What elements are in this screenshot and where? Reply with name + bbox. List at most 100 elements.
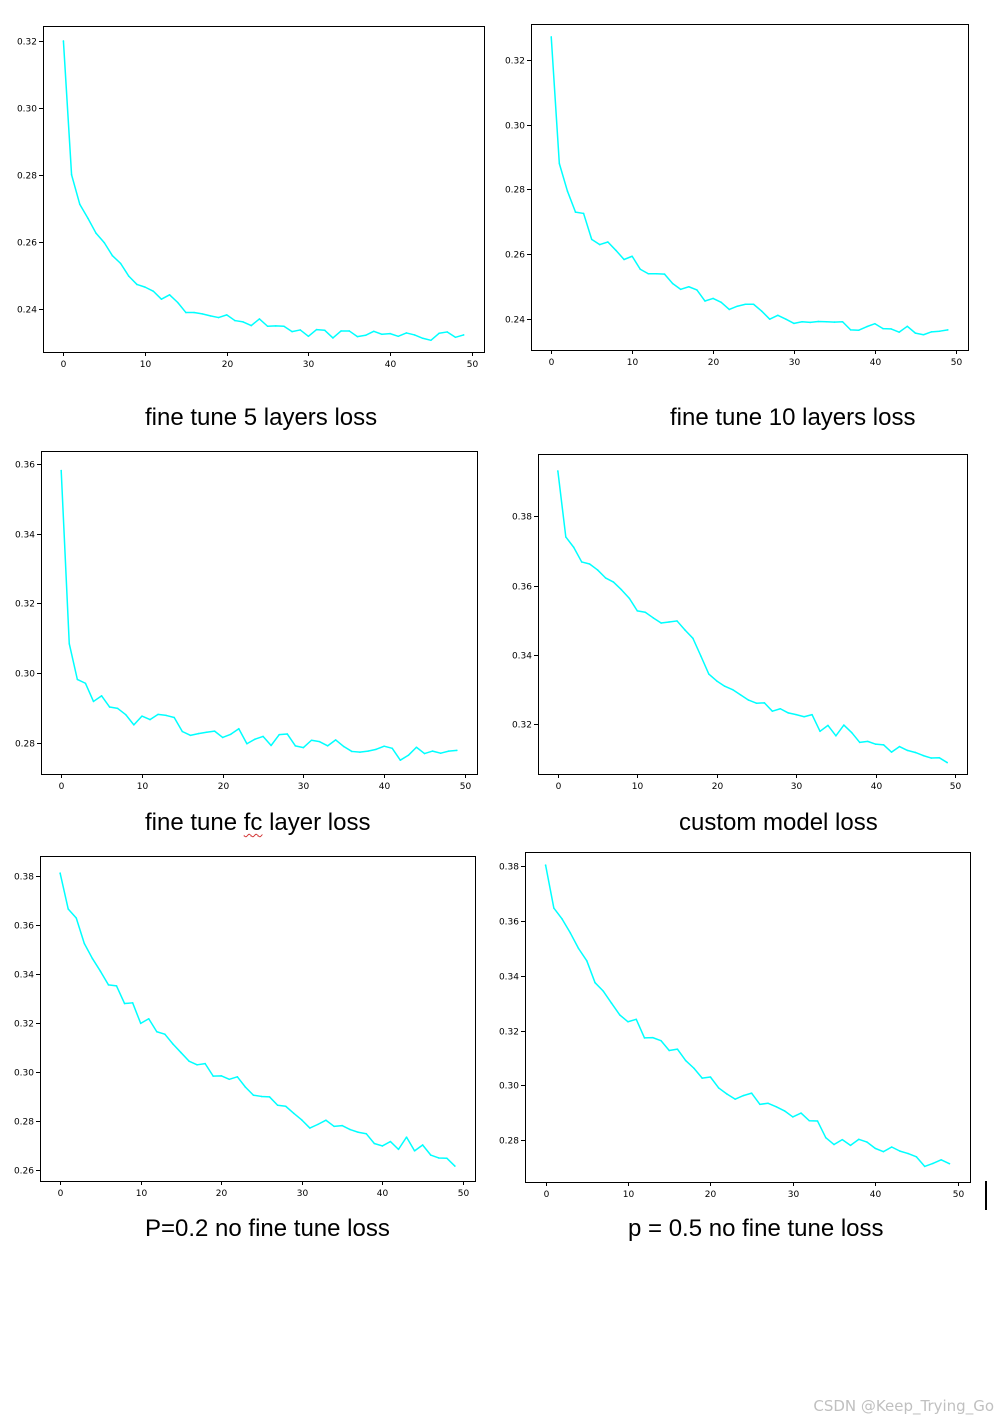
loss-point <box>341 1124 343 1127</box>
loss-point <box>454 336 457 339</box>
x-tick-label: 30 <box>788 1190 800 1200</box>
loss-point <box>586 960 588 962</box>
loss-point <box>152 290 155 292</box>
loss-point <box>333 1125 335 1128</box>
loss-point <box>437 1157 440 1159</box>
loss-point <box>181 730 184 733</box>
y-tick-label: 0.26 <box>17 239 37 249</box>
loss-point <box>189 734 192 737</box>
loss-point <box>430 339 432 342</box>
loss-series-line <box>557 470 948 764</box>
loss-point <box>598 243 601 246</box>
loss-point <box>615 249 617 252</box>
loss-point <box>220 1075 223 1077</box>
x-tick-label: 20 <box>705 1190 717 1200</box>
loss-point <box>668 1049 671 1052</box>
loss-point <box>882 744 885 746</box>
loss-point <box>375 748 377 751</box>
loss-point <box>454 1165 456 1167</box>
loss-point <box>793 322 795 325</box>
caption-custom-model: custom model loss <box>679 809 878 836</box>
loss-point <box>932 1162 934 1165</box>
x-tick-label: 40 <box>871 782 883 792</box>
loss-point <box>882 327 884 330</box>
loss-point <box>286 733 289 735</box>
loss-point <box>946 761 948 764</box>
loss-point <box>785 318 787 320</box>
loss-point <box>671 282 674 285</box>
loss-point <box>923 1165 926 1168</box>
loss-point <box>136 283 138 286</box>
loss-point <box>817 320 820 323</box>
loss-point <box>744 303 747 306</box>
loss-point <box>940 1159 942 1161</box>
loss-point <box>124 713 127 716</box>
loss-point <box>242 321 244 323</box>
loss-point <box>447 750 450 752</box>
loss-point <box>258 318 261 320</box>
loss-point <box>283 325 285 328</box>
loss-series-line <box>62 40 465 342</box>
loss-point <box>168 294 171 296</box>
loss-point <box>193 311 195 314</box>
loss-point <box>317 1123 319 1126</box>
loss-point <box>660 622 662 624</box>
loss-point <box>188 1060 190 1062</box>
x-tick-label: 20 <box>222 360 234 370</box>
x-tick-label: 30 <box>303 360 315 370</box>
x-tick-label: 40 <box>870 1190 882 1200</box>
loss-point <box>156 1030 158 1033</box>
loss-point <box>596 569 599 571</box>
loss-point <box>890 328 892 330</box>
loss-point <box>421 337 424 340</box>
loss-point <box>635 1018 638 1021</box>
loss-point <box>841 1138 844 1141</box>
y-tick-label: 0.38 <box>499 863 519 873</box>
loss-point <box>334 739 337 741</box>
x-tick-label: 20 <box>712 782 724 792</box>
loss-point <box>367 750 369 752</box>
loss-point <box>574 211 577 213</box>
x-tick-label: 10 <box>137 782 149 792</box>
loss-point <box>351 750 353 753</box>
x-tick-label: 30 <box>298 782 310 792</box>
y-tick-label: 0.32 <box>14 1020 34 1030</box>
loss-point <box>851 731 853 734</box>
y-tick-label: 0.28 <box>15 740 35 750</box>
loss-point <box>688 285 690 288</box>
loss-point <box>610 1002 613 1004</box>
loss-point <box>111 254 114 257</box>
caption-p02-no-fine-tune: P=0.2 no fine tune loss <box>145 1215 390 1242</box>
loss-point <box>811 713 813 716</box>
loss-point <box>684 1059 687 1062</box>
loss-point <box>315 328 318 331</box>
loss-point <box>577 947 580 950</box>
loss-point <box>550 36 553 38</box>
watermark: CSDN @Keep_Trying_Go <box>813 1397 994 1415</box>
loss-point <box>827 724 829 727</box>
loss-point <box>389 1140 392 1143</box>
x-tick-label: 30 <box>297 1189 309 1199</box>
loss-point <box>779 707 782 710</box>
loss-point <box>767 1102 769 1105</box>
loss-point <box>185 311 187 314</box>
loss-point <box>708 673 710 675</box>
loss-point <box>356 335 359 338</box>
loss-point <box>655 272 658 275</box>
x-tick-label: 30 <box>791 782 803 792</box>
loss-point <box>660 1039 662 1042</box>
loss-point <box>750 1092 753 1094</box>
loss-point <box>201 313 204 315</box>
loss-point <box>364 334 367 337</box>
loss-point <box>717 1087 720 1089</box>
loss-series-line <box>60 469 458 761</box>
loss-point <box>890 751 893 753</box>
loss-point <box>423 752 426 755</box>
loss-point <box>383 745 385 747</box>
loss-point <box>874 743 877 745</box>
caption-fine-tune-10-layers: fine tune 10 layers loss <box>670 404 916 431</box>
loss-point <box>119 262 122 265</box>
loss-point <box>221 736 224 739</box>
y-tick-label: 0.28 <box>14 1118 34 1128</box>
